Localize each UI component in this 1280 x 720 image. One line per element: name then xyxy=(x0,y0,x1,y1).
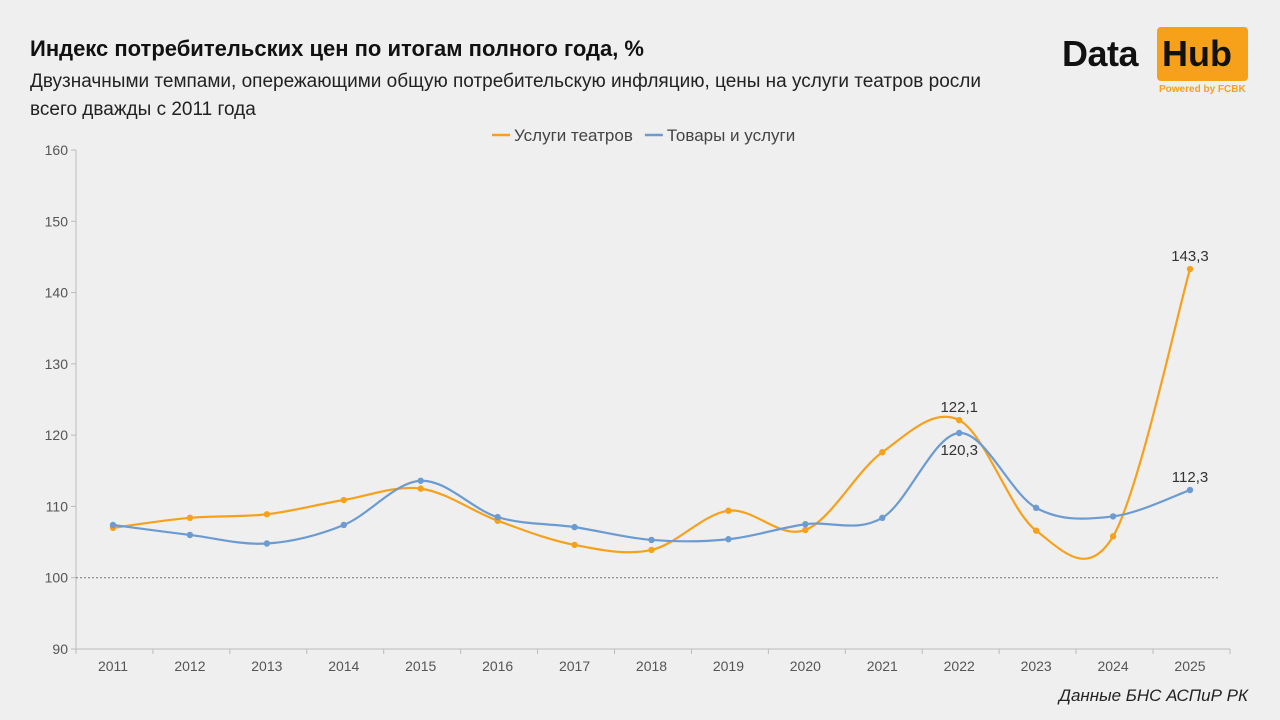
data-point-1-2019 xyxy=(725,536,732,543)
data-point-1-2021 xyxy=(879,514,886,522)
data-point-0-2020 xyxy=(802,526,809,534)
data-point-1-2017 xyxy=(571,523,578,531)
x-tick-label: 2025 xyxy=(1174,658,1205,674)
data-point-1-2022 xyxy=(956,429,963,437)
x-tick-label: 2018 xyxy=(636,658,667,674)
data-point-1-2023 xyxy=(1032,504,1040,512)
x-tick-label: 2022 xyxy=(944,658,975,674)
legend-label-1: Товары и услуги xyxy=(667,126,795,145)
data-label-0-2022: 122,1 xyxy=(940,399,978,416)
data-label-1-2022: 120,3 xyxy=(940,442,978,459)
data-label-0-2025: 143,3 xyxy=(1171,248,1209,265)
x-tick-label: 2017 xyxy=(559,658,590,674)
data-point-0-2023 xyxy=(1032,527,1040,534)
logo-tagline: Powered by FCBK xyxy=(1159,84,1246,95)
data-point-0-2014 xyxy=(340,496,347,504)
data-point-1-2015 xyxy=(417,477,424,484)
x-tick-label: 2011 xyxy=(98,658,128,674)
data-point-1-2012 xyxy=(186,531,194,539)
data-point-1-2013 xyxy=(263,540,271,547)
data-point-1-2018 xyxy=(648,536,655,544)
source-note: Данные БНС АСПиР РК xyxy=(1058,686,1248,705)
data-point-1-2014 xyxy=(340,521,347,529)
data-point-0-2019 xyxy=(725,507,732,514)
y-tick-label: 90 xyxy=(52,641,68,657)
x-tick-label: 2013 xyxy=(251,658,282,674)
series-line-1 xyxy=(112,431,1191,545)
y-tick-label: 160 xyxy=(45,142,69,158)
x-tick-label: 2021 xyxy=(867,658,898,674)
series-line-0 xyxy=(112,268,1192,560)
chart-title: Индекс потребительских цен по итогам пол… xyxy=(30,36,644,61)
data-point-0-2012 xyxy=(186,514,194,522)
datahub-logo: Data Hub Powered by FCBK xyxy=(1062,27,1248,97)
x-tick-label: 2012 xyxy=(174,658,205,674)
data-point-0-2022 xyxy=(956,416,963,424)
y-tick-label: 110 xyxy=(46,498,69,514)
y-tick-label: 120 xyxy=(45,427,69,443)
data-point-0-2024 xyxy=(1109,533,1117,540)
x-tick-label: 2019 xyxy=(713,658,744,674)
data-point-1-2011 xyxy=(109,521,117,529)
logo-word-data: Data xyxy=(1062,33,1139,74)
y-tick-label: 130 xyxy=(45,356,69,372)
x-tick-label: 2024 xyxy=(1097,658,1128,674)
logo-hub-box xyxy=(1157,27,1248,81)
data-point-0-2013 xyxy=(263,511,271,518)
x-tick-label: 2020 xyxy=(790,658,821,674)
x-tick-label: 2016 xyxy=(482,658,513,674)
y-tick-label: 100 xyxy=(45,570,69,586)
legend-label-0: Услуги театров xyxy=(514,126,633,145)
logo-word-hub: Hub xyxy=(1162,33,1232,74)
data-point-0-2025 xyxy=(1186,265,1194,273)
x-tick-label: 2015 xyxy=(405,658,436,674)
data-point-1-2016 xyxy=(494,513,501,521)
x-tick-label: 2014 xyxy=(328,658,359,674)
y-tick-label: 150 xyxy=(45,213,69,229)
data-point-0-2015 xyxy=(417,485,424,492)
data-label-1-2025: 112,3 xyxy=(1172,469,1208,486)
data-point-1-2025 xyxy=(1186,486,1194,494)
data-point-1-2024 xyxy=(1109,513,1117,520)
data-point-0-2018 xyxy=(648,546,655,554)
data-point-0-2021 xyxy=(879,449,886,456)
y-tick-label: 140 xyxy=(45,285,69,301)
data-point-0-2017 xyxy=(571,541,578,549)
chart-subtitle: Двузначными темпами, опережающими общую … xyxy=(30,71,981,120)
data-point-1-2020 xyxy=(802,521,809,528)
x-tick-label: 2023 xyxy=(1021,658,1052,674)
